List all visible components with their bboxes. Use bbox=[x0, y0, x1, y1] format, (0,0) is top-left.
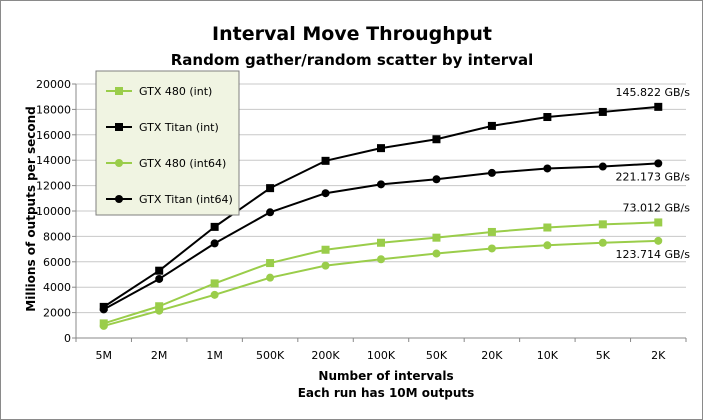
data-point bbox=[99, 305, 108, 314]
data-point bbox=[377, 255, 385, 264]
data-point bbox=[155, 266, 164, 275]
x-tick-label: 10K bbox=[537, 349, 559, 362]
data-point bbox=[432, 175, 441, 184]
data-point bbox=[654, 102, 663, 111]
x-tick-label: 2M bbox=[151, 349, 168, 362]
series-1 bbox=[99, 102, 663, 311]
data-point bbox=[487, 168, 496, 177]
data-point bbox=[210, 279, 219, 288]
data-point bbox=[115, 195, 123, 203]
data-point bbox=[543, 241, 552, 250]
data-point bbox=[654, 218, 663, 227]
data-point bbox=[543, 164, 552, 173]
chart-subtitle: Random gather/random scatter by interval bbox=[171, 51, 534, 69]
data-point bbox=[321, 156, 330, 165]
data-point bbox=[487, 244, 496, 253]
y-tick-label: 2000 bbox=[43, 307, 71, 320]
y-tick-label: 6000 bbox=[43, 256, 71, 269]
y-tick-label: 12000 bbox=[36, 180, 71, 193]
x-axis-title: Number of intervals bbox=[318, 369, 453, 383]
value-annotation: 123.714 GB/s bbox=[616, 248, 691, 261]
data-point bbox=[377, 238, 385, 247]
legend-label: GTX Titan (int64) bbox=[139, 193, 233, 206]
data-point bbox=[654, 159, 663, 168]
series-3 bbox=[99, 159, 663, 314]
annotations: 145.822 GB/s 221.173 GB/s 73.012 GB/s 123.7… bbox=[616, 86, 691, 261]
data-point bbox=[377, 144, 385, 153]
x-tick-label: 1M bbox=[206, 349, 223, 362]
data-point bbox=[598, 162, 607, 171]
data-point bbox=[210, 239, 219, 248]
legend-label: GTX 480 (int64) bbox=[139, 157, 226, 170]
data-point bbox=[99, 321, 108, 330]
data-point bbox=[432, 135, 441, 144]
data-point bbox=[598, 238, 607, 247]
data-point bbox=[321, 245, 330, 254]
data-point bbox=[115, 159, 123, 167]
legend-entry: GTX Titan (int) bbox=[106, 121, 219, 134]
data-point bbox=[543, 113, 552, 122]
legend-label: GTX Titan (int) bbox=[139, 121, 219, 134]
data-point bbox=[266, 208, 275, 217]
legend-label: GTX 480 (int) bbox=[139, 85, 212, 98]
data-point bbox=[115, 123, 123, 131]
legend: GTX 480 (int) GTX Titan (int) GTX 480 (int… bbox=[95, 70, 240, 216]
series-line bbox=[103, 221, 659, 325]
data-point bbox=[155, 274, 164, 283]
x-tick-label: 20K bbox=[481, 349, 503, 362]
data-point bbox=[115, 87, 123, 95]
data-point bbox=[155, 306, 164, 315]
value-annotation: 145.822 GB/s bbox=[616, 86, 691, 99]
y-tick-label: 14000 bbox=[36, 154, 71, 167]
data-point bbox=[266, 273, 275, 282]
chart-title: Interval Move Throughput bbox=[212, 23, 492, 45]
x-tick-label: 500K bbox=[256, 349, 285, 362]
data-point bbox=[598, 107, 607, 116]
x-tick-label: 5M bbox=[95, 349, 112, 362]
data-point bbox=[487, 121, 496, 130]
y-tick-label: 8000 bbox=[43, 230, 71, 243]
data-point bbox=[210, 222, 219, 231]
y-axis-title: Millions of outputs per second bbox=[24, 106, 38, 311]
value-annotation: 73.012 GB/s bbox=[623, 201, 691, 214]
y-tick-label: 0 bbox=[64, 332, 71, 345]
series-line bbox=[103, 239, 659, 327]
y-tick-label: 16000 bbox=[36, 129, 71, 142]
legend-entry: GTX 480 (int) bbox=[106, 85, 212, 98]
data-point bbox=[266, 184, 275, 193]
data-point bbox=[266, 259, 275, 268]
data-point bbox=[210, 290, 219, 299]
data-point bbox=[155, 302, 164, 311]
data-point bbox=[654, 236, 663, 245]
series-group bbox=[99, 102, 663, 330]
data-point bbox=[321, 189, 330, 198]
y-tick-label: 20000 bbox=[36, 78, 71, 91]
legend-entry: GTX 480 (int64) bbox=[106, 157, 226, 170]
x-axis-subtitle: Each run has 10M outputs bbox=[298, 386, 475, 400]
data-point bbox=[543, 223, 552, 232]
data-point bbox=[487, 227, 496, 236]
data-point bbox=[377, 180, 385, 189]
data-point bbox=[321, 261, 330, 270]
x-tick-label: 2K bbox=[651, 349, 666, 362]
x-tick-label: 100K bbox=[367, 349, 396, 362]
series-2 bbox=[99, 236, 663, 330]
data-point bbox=[432, 233, 441, 242]
series-0 bbox=[99, 218, 663, 328]
y-tick-label: 10000 bbox=[36, 205, 71, 218]
y-tick-label: 18000 bbox=[36, 103, 71, 116]
y-tick-label: 4000 bbox=[43, 281, 71, 294]
axes: 0 2000 4000 6000 8000 10000 12000 14000 16000 180… bbox=[36, 78, 687, 362]
x-tick-label: 5K bbox=[596, 349, 611, 362]
legend-entry: GTX Titan (int64) bbox=[106, 193, 233, 206]
data-point bbox=[598, 220, 607, 229]
data-point bbox=[432, 249, 441, 258]
value-annotation: 221.173 GB/s bbox=[616, 170, 691, 183]
x-tick-label: 200K bbox=[311, 349, 340, 362]
x-tick-label: 50K bbox=[426, 349, 448, 362]
